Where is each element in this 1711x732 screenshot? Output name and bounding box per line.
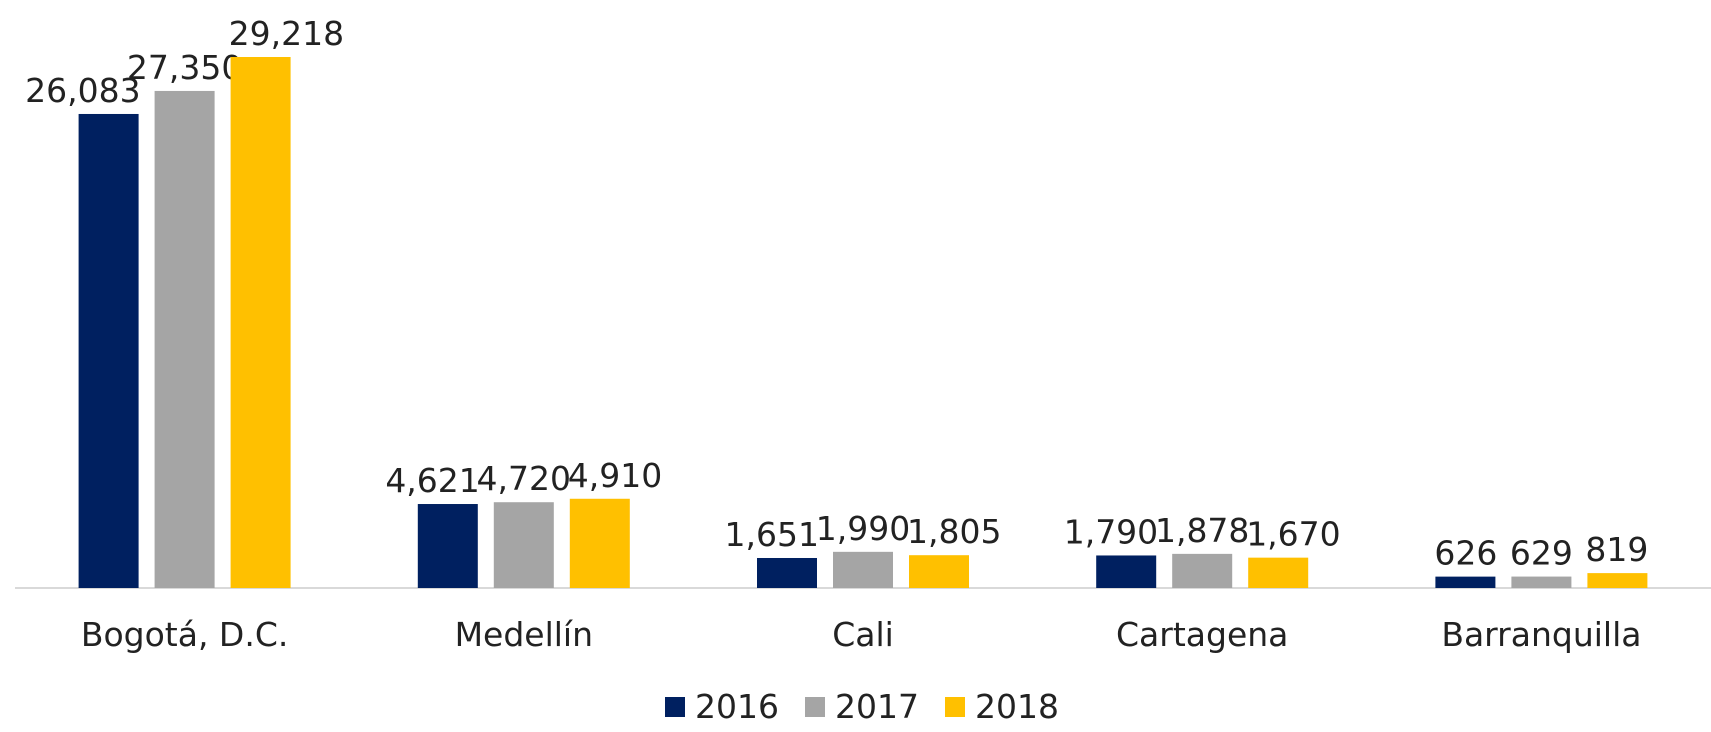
data-label: 626: [1434, 534, 1497, 573]
x-tick-label: Cali: [832, 615, 894, 654]
legend-swatch: [945, 697, 965, 717]
data-label: 1,790: [1064, 512, 1158, 551]
bar: [569, 498, 630, 588]
bar: [1511, 576, 1572, 588]
data-label: 4,621: [385, 461, 479, 500]
bar: [417, 504, 478, 588]
data-label: 1,670: [1246, 515, 1340, 554]
data-label: 1,878: [1155, 511, 1249, 550]
data-label: 27,350: [127, 48, 242, 87]
bar: [833, 551, 893, 588]
x-tick-label: Cartagena: [1116, 615, 1288, 654]
data-label: 4,720: [477, 459, 571, 498]
bar: [78, 113, 139, 588]
x-tick-label: Barranquilla: [1441, 615, 1641, 654]
data-label: 29,218: [229, 14, 344, 53]
legend-label: 2017: [835, 687, 919, 726]
data-label: 1,805: [907, 512, 1001, 551]
data-label: 1,990: [816, 509, 910, 548]
data-label: 4,910: [568, 456, 662, 495]
bar: [493, 502, 554, 588]
bar: [1587, 573, 1648, 588]
x-tick-label: Bogotá, D.C.: [81, 615, 289, 654]
bar: [1172, 553, 1233, 588]
data-label: 1,651: [725, 515, 819, 554]
legend-swatch: [805, 697, 825, 717]
bar: [1435, 576, 1496, 588]
x-tick-label: Medellín: [455, 615, 593, 654]
data-label: 819: [1585, 530, 1648, 569]
bar: [757, 557, 817, 588]
legend-label: 2018: [975, 687, 1059, 726]
data-label: 629: [1510, 534, 1573, 573]
bar: [230, 57, 291, 588]
bar: [1096, 555, 1157, 588]
bar: [1248, 557, 1309, 588]
legend-swatch: [665, 697, 685, 717]
bar: [909, 555, 969, 588]
bar: [154, 90, 215, 589]
data-label: 26,083: [25, 71, 140, 110]
legend-label: 2016: [695, 687, 779, 726]
